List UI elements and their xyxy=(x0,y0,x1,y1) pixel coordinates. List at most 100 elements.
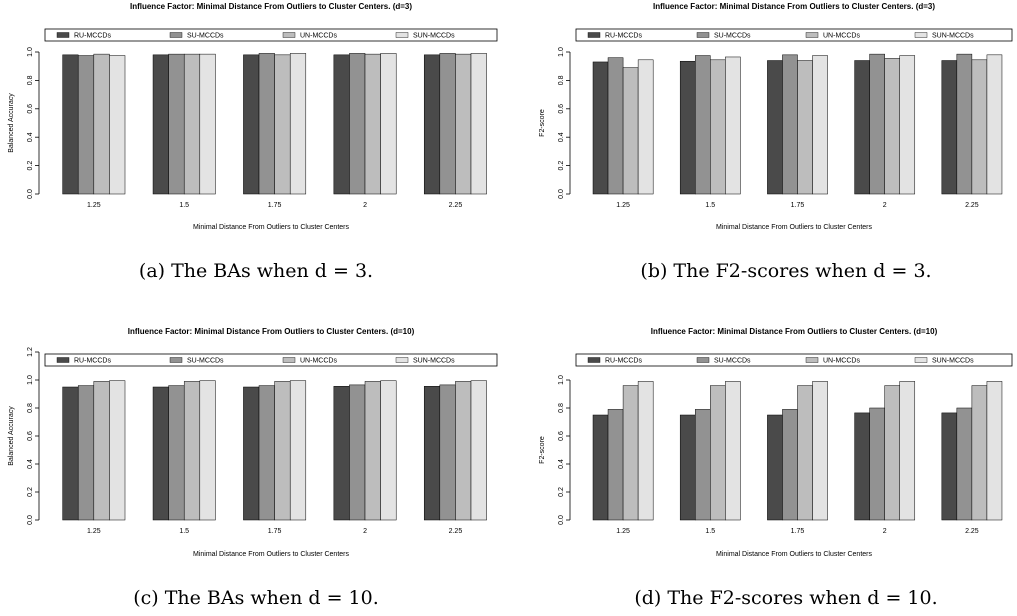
bar xyxy=(592,414,609,521)
y-tick-label: 0.0 xyxy=(27,515,34,525)
chart-panel-4: Influence Factor: Minimal Distance From … xyxy=(539,327,1013,558)
bar xyxy=(941,60,958,195)
bar xyxy=(333,54,350,195)
legend-label: SUN-MCCDs xyxy=(413,33,455,40)
bar xyxy=(899,55,916,195)
bar xyxy=(956,407,973,521)
y-axis-label: Balanced Accuracy xyxy=(8,93,15,153)
bar xyxy=(622,67,639,195)
legend-box xyxy=(44,28,498,42)
bar xyxy=(258,53,275,195)
y-tick-label: 0.2 xyxy=(27,161,34,171)
y-axis-label: F2-score xyxy=(539,109,546,137)
y-tick-label: 0.0 xyxy=(558,189,565,199)
caption-b: (b) The F2-scores when d = 3. xyxy=(640,260,931,282)
bar xyxy=(168,385,185,521)
chart-title: Influence Factor: Minimal Distance From … xyxy=(128,327,415,336)
legend-label: UN-MCCDs xyxy=(823,358,860,365)
bar xyxy=(710,385,726,521)
legend-swatch xyxy=(395,32,409,38)
bar xyxy=(349,384,366,521)
y-tick-label: 1.0 xyxy=(558,375,565,385)
bar xyxy=(93,53,110,195)
legend-swatch xyxy=(914,357,928,363)
bar xyxy=(869,53,885,195)
x-tick-label: 1.75 xyxy=(268,202,282,209)
legend-swatch xyxy=(56,357,70,363)
bar xyxy=(607,57,624,195)
bar xyxy=(93,381,110,521)
x-tick-label: 2 xyxy=(363,202,367,209)
bar xyxy=(168,53,185,195)
bar xyxy=(62,54,79,195)
bar xyxy=(243,54,260,195)
y-tick-label: 1.0 xyxy=(27,375,34,385)
y-tick-label: 0.6 xyxy=(558,431,565,441)
x-tick-label: 2 xyxy=(883,528,887,535)
legend-swatch xyxy=(282,357,296,363)
bar xyxy=(423,386,441,521)
bar xyxy=(77,385,95,521)
bar xyxy=(152,54,169,195)
bar xyxy=(274,54,291,195)
legend-label: SU-MCCDs xyxy=(714,358,751,365)
bar xyxy=(243,386,260,521)
bar xyxy=(455,53,472,195)
x-tick-label: 1.5 xyxy=(179,202,189,209)
y-tick-label: 0.6 xyxy=(27,431,34,441)
bar xyxy=(812,55,828,195)
bar xyxy=(767,60,783,195)
bar xyxy=(782,54,798,195)
y-tick-label: 0.2 xyxy=(27,487,34,497)
x-tick-label: 2.25 xyxy=(965,202,979,209)
bar xyxy=(470,380,487,521)
caption-c: (c) The BAs when d = 10. xyxy=(133,587,379,609)
y-axis-label: F2-score xyxy=(539,436,546,464)
x-tick-label: 1.25 xyxy=(87,528,101,535)
x-tick-label: 1.25 xyxy=(616,528,630,535)
y-tick-label: 1.0 xyxy=(558,47,565,57)
bar xyxy=(592,61,609,195)
bar xyxy=(869,407,885,521)
y-tick-label: 1.2 xyxy=(27,347,34,357)
bar xyxy=(986,54,1003,195)
bar xyxy=(183,381,201,521)
bar xyxy=(258,385,275,521)
x-axis-label: Minimal Distance From Outliers to Cluste… xyxy=(193,224,349,231)
bar xyxy=(679,60,696,195)
bar xyxy=(725,56,741,195)
x-tick-label: 1.75 xyxy=(791,202,805,209)
x-tick-label: 1.75 xyxy=(268,528,282,535)
caption-a: (a) The BAs when d = 3. xyxy=(139,260,373,282)
legend-swatch xyxy=(282,32,296,38)
x-tick-label: 2.25 xyxy=(965,528,979,535)
bar xyxy=(274,381,291,521)
legend-swatch xyxy=(805,357,819,363)
y-tick-label: 0.4 xyxy=(558,132,565,142)
chart-panel-2: Influence Factor: Minimal Distance From … xyxy=(539,2,1013,231)
bar xyxy=(199,53,216,195)
legend-label: SUN-MCCDs xyxy=(413,358,455,365)
x-tick-label: 1.75 xyxy=(791,528,805,535)
chart-panel-3: Influence Factor: Minimal Distance From … xyxy=(8,327,498,558)
x-tick-label: 2 xyxy=(883,202,887,209)
x-tick-label: 1.25 xyxy=(87,202,101,209)
bar xyxy=(109,55,126,195)
x-tick-label: 1.5 xyxy=(179,528,189,535)
y-tick-label: 1.0 xyxy=(27,47,34,57)
legend-swatch xyxy=(169,357,183,363)
legend-box xyxy=(44,353,498,367)
bar xyxy=(622,385,639,521)
legend-swatch xyxy=(696,357,710,363)
bar xyxy=(971,59,988,195)
bar xyxy=(199,380,216,521)
bar xyxy=(854,60,870,195)
bar xyxy=(439,53,456,195)
chart-title: Influence Factor: Minimal Distance From … xyxy=(651,327,938,336)
bar xyxy=(710,59,726,195)
legend-label: RU-MCCDs xyxy=(605,33,642,40)
bar xyxy=(289,53,307,195)
x-axis-label: Minimal Distance From Outliers to Cluste… xyxy=(716,224,872,231)
bar xyxy=(423,54,441,195)
